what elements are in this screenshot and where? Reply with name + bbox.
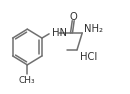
Text: NH₂: NH₂	[84, 24, 103, 34]
Text: HN: HN	[52, 28, 67, 38]
Text: HCl: HCl	[80, 52, 98, 62]
Text: O: O	[70, 12, 78, 22]
Text: CH₃: CH₃	[19, 76, 36, 85]
